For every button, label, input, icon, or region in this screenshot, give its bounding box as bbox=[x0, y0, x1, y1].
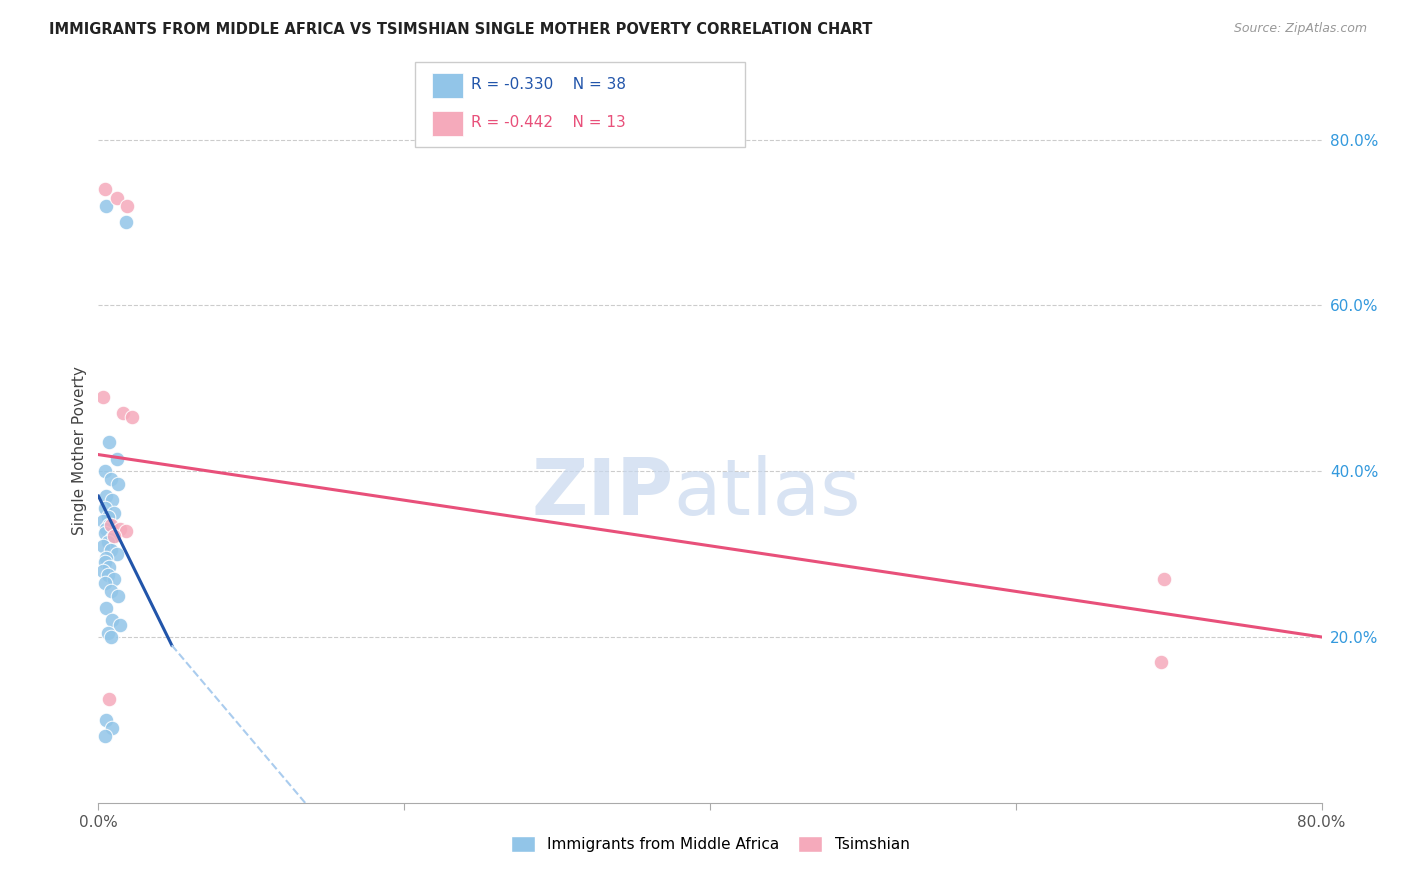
Point bbox=[1150, 655, 1173, 669]
Point bbox=[94, 199, 117, 213]
Point bbox=[115, 215, 138, 229]
Text: R = -0.442    N = 13: R = -0.442 N = 13 bbox=[471, 115, 626, 129]
Point bbox=[93, 501, 115, 516]
Text: ZIP: ZIP bbox=[531, 455, 673, 531]
Point bbox=[101, 721, 124, 735]
Point bbox=[101, 531, 124, 545]
Point bbox=[97, 625, 120, 640]
Point bbox=[97, 534, 120, 549]
Point bbox=[111, 406, 134, 420]
Point bbox=[100, 584, 122, 599]
Point bbox=[98, 559, 121, 574]
Point bbox=[103, 506, 125, 520]
Point bbox=[94, 489, 117, 503]
Point bbox=[1153, 572, 1175, 586]
Point bbox=[97, 509, 120, 524]
Legend: Immigrants from Middle Africa, Tsimshian: Immigrants from Middle Africa, Tsimshian bbox=[505, 830, 915, 859]
Text: R = -0.330    N = 38: R = -0.330 N = 38 bbox=[471, 78, 626, 92]
Point bbox=[100, 543, 122, 558]
Point bbox=[100, 473, 122, 487]
Point bbox=[93, 526, 115, 541]
Text: atlas: atlas bbox=[673, 455, 860, 531]
Point bbox=[97, 567, 120, 582]
Point bbox=[100, 630, 122, 644]
Point bbox=[94, 551, 117, 566]
Point bbox=[115, 524, 138, 538]
Point bbox=[91, 390, 114, 404]
Point bbox=[98, 518, 121, 533]
Point bbox=[94, 522, 117, 536]
Point bbox=[105, 547, 128, 561]
Point bbox=[91, 539, 114, 553]
Point bbox=[93, 730, 115, 744]
Text: IMMIGRANTS FROM MIDDLE AFRICA VS TSIMSHIAN SINGLE MOTHER POVERTY CORRELATION CHA: IMMIGRANTS FROM MIDDLE AFRICA VS TSIMSHI… bbox=[49, 22, 873, 37]
Point bbox=[91, 514, 114, 528]
Point bbox=[98, 692, 121, 706]
Point bbox=[107, 476, 129, 491]
Point bbox=[93, 555, 115, 569]
Point bbox=[121, 410, 143, 425]
Point bbox=[93, 464, 115, 478]
Point bbox=[101, 614, 124, 628]
Point bbox=[117, 199, 139, 213]
Point bbox=[98, 435, 121, 450]
Point bbox=[103, 572, 125, 586]
Point bbox=[94, 713, 117, 727]
Text: Source: ZipAtlas.com: Source: ZipAtlas.com bbox=[1233, 22, 1367, 36]
Point bbox=[108, 617, 131, 632]
Y-axis label: Single Mother Poverty: Single Mother Poverty bbox=[72, 366, 87, 535]
Point bbox=[91, 564, 114, 578]
Point bbox=[93, 182, 115, 196]
Point bbox=[105, 191, 128, 205]
Point bbox=[107, 589, 129, 603]
Point bbox=[108, 522, 131, 536]
Point bbox=[103, 529, 125, 543]
Point bbox=[105, 451, 128, 466]
Point bbox=[101, 493, 124, 508]
Point bbox=[94, 601, 117, 615]
Point bbox=[100, 518, 122, 533]
Point bbox=[93, 576, 115, 591]
